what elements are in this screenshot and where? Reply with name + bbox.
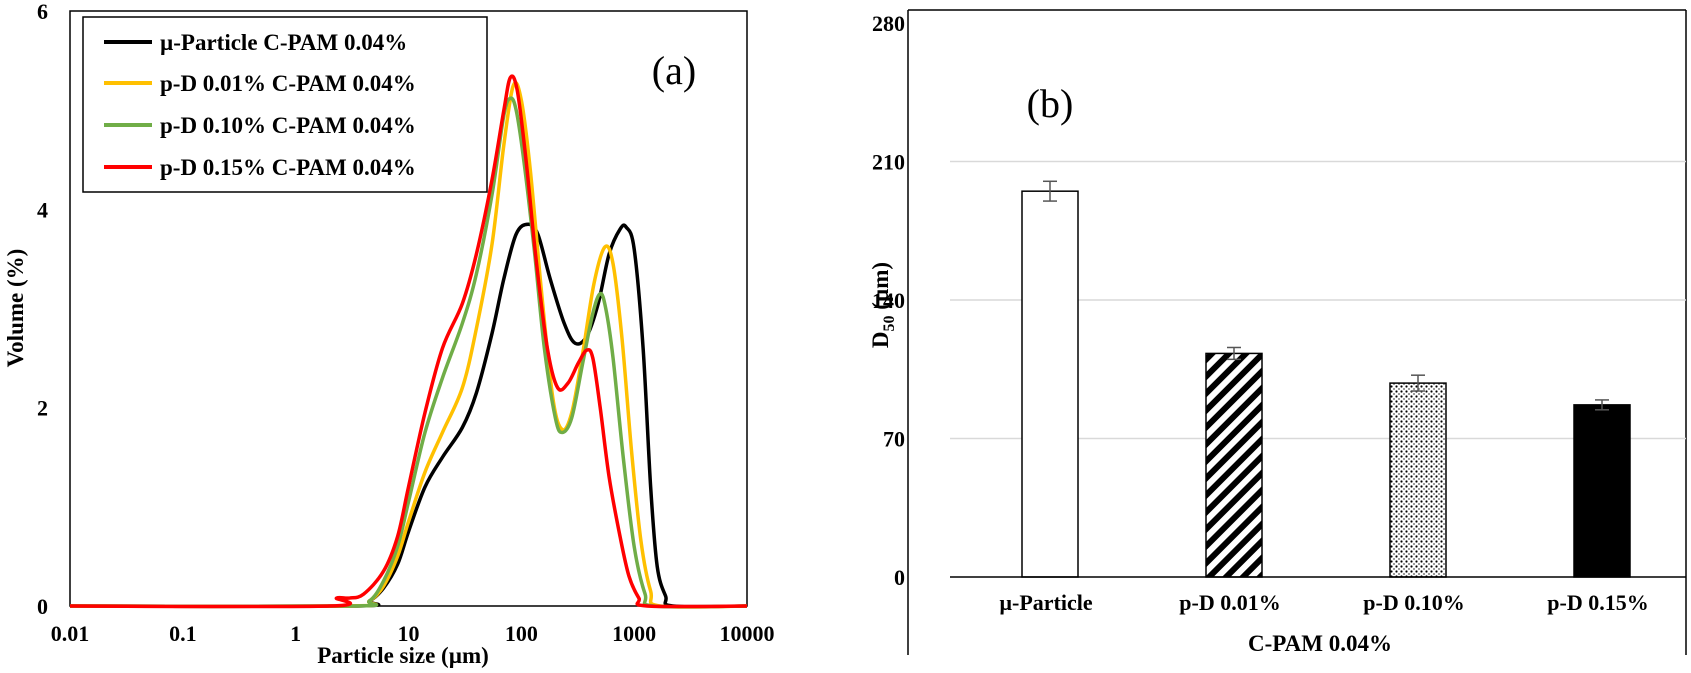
y-tick-label: 0 (37, 594, 48, 619)
x-axis-label: C-PAM 0.04% (1248, 631, 1392, 656)
x-axis-label: Particle size (µm) (317, 643, 489, 668)
error-bar-2 (1411, 374, 1425, 392)
bar-1 (1205, 352, 1263, 578)
plot-area-frame (69, 10, 748, 607)
series-line-1 (69, 80, 748, 609)
legend-label-2: p-D 0.10% C-PAM 0.04% (160, 113, 416, 138)
y-axis-label: Volume (%) (3, 249, 28, 368)
error-bar-1 (1227, 346, 1241, 361)
series-line-2 (69, 96, 748, 609)
bar-3 (1573, 404, 1631, 578)
legend-label-1: p-D 0.01% C-PAM 0.04% (160, 71, 416, 96)
x-tick-label: 100 (505, 621, 538, 646)
d50-bar-chart: 0 70 140 210 280 µ-Particle p-D 0.01% p-D 0.10… (868, 9, 1687, 656)
x-category-labels: µ-Particle p-D 0.01% p-D 0.10% p-D 0.15% (999, 590, 1648, 615)
y-tick-label: 70 (883, 427, 905, 452)
bars (1021, 180, 1631, 578)
panel-label-a: (a) (652, 48, 696, 93)
y-axis-label-subscript: 50 (881, 315, 898, 331)
x-tick-label: 10000 (720, 621, 775, 646)
y-tick-label: 210 (872, 150, 905, 175)
bar-0 (1021, 190, 1079, 578)
legend-label-3: p-D 0.15% C-PAM 0.04% (160, 155, 416, 180)
distribution-lines (69, 74, 748, 609)
category-label-2: p-D 0.10% (1363, 590, 1464, 615)
y-axis-label: D50 (µm) (868, 262, 898, 348)
y-axis-label-unit: (µm) (868, 262, 893, 315)
x-tick-label: 0.01 (51, 621, 90, 646)
y-tick-label: 6 (37, 0, 48, 24)
legend-box (82, 16, 488, 193)
panel-label-b: (b) (1027, 81, 1074, 126)
error-bar-0 (1043, 180, 1057, 202)
y-axis-label-main: D (868, 331, 893, 348)
x-tick-label: 0.1 (169, 621, 197, 646)
legend-label-0: µ-Particle C-PAM 0.04% (160, 30, 407, 55)
y-tick-labels: 0 2 4 6 (37, 0, 48, 619)
y-tick-label: 2 (37, 396, 48, 421)
error-bar-3 (1595, 399, 1609, 411)
legend: µ-Particle C-PAM 0.04% p-D 0.01% C-PAM 0… (82, 16, 488, 193)
x-tick-label: 1000 (612, 621, 656, 646)
y-tick-label: 280 (872, 11, 905, 36)
bar-2 (1389, 382, 1447, 578)
y-tick-label: 140 (872, 288, 905, 313)
particle-size-distribution-chart: 0.01 0.1 1 10 100 1000 10000 0 2 4 6 Particle siz… (3, 0, 775, 668)
x-tick-label: 1 (290, 621, 301, 646)
category-label-0: µ-Particle (999, 590, 1093, 615)
category-label-1: p-D 0.01% (1179, 590, 1280, 615)
x-tick-labels: 0.01 0.1 1 10 100 1000 10000 (51, 621, 775, 646)
x-tick-label: 10 (398, 621, 420, 646)
y-tick-labels: 0 70 140 210 280 (872, 11, 905, 590)
category-label-3: p-D 0.15% (1547, 590, 1648, 615)
series-line-0 (69, 222, 748, 609)
y-tick-label: 4 (37, 197, 48, 222)
series-line-3 (69, 74, 748, 609)
y-tick-label: 0 (894, 565, 905, 590)
